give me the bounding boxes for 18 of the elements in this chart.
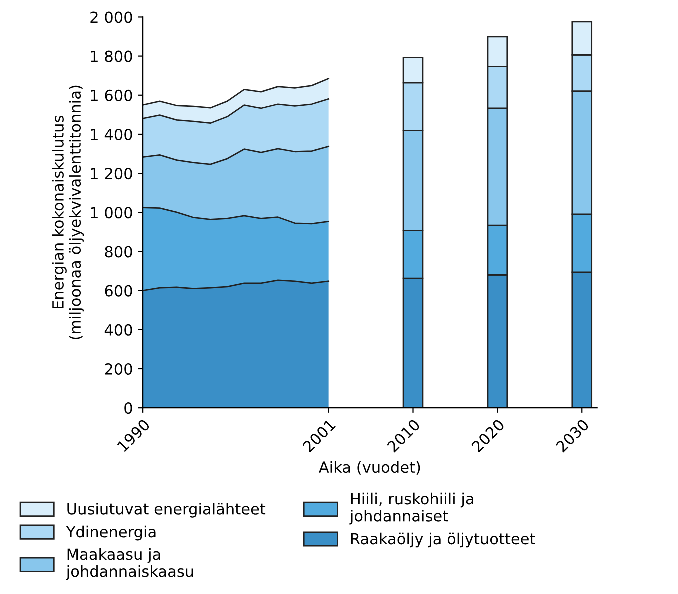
y-tick-label: 2 000 <box>90 12 132 24</box>
y-tick-label: 800 <box>105 246 132 258</box>
legend-label: Maakaasu ja johdannaiskaasu <box>66 548 194 580</box>
y-tick-label: 1 000 <box>91 207 132 219</box>
y-tick-label: 1 600 <box>91 90 132 102</box>
legend-label: Uusiutuvat energialähteet <box>68 503 266 518</box>
y-tick-label: 200 <box>105 363 132 376</box>
y-tick-label: 1 800 <box>91 50 132 62</box>
y-tick-label: 1 400 <box>91 128 132 141</box>
x-axis-title: Aika (vuodet) <box>319 461 420 475</box>
legend-label: Hiili, ruskohiili ja johdannaiset <box>350 492 474 525</box>
y-tick-label: 1 200 <box>91 168 132 180</box>
legend-label: Ydinenergia <box>66 526 156 541</box>
y-tick-label: 400 <box>104 324 132 336</box>
y-tick-label: 600 <box>105 285 132 297</box>
legend-label: Raakaöljy ja öljytuotteet <box>351 532 536 548</box>
y-tick-label: 0 <box>124 402 132 414</box>
y-axis-title: Energian kokonaiskulutus (miljoonaa öljyekvivalenttitonnia) <box>52 86 84 340</box>
